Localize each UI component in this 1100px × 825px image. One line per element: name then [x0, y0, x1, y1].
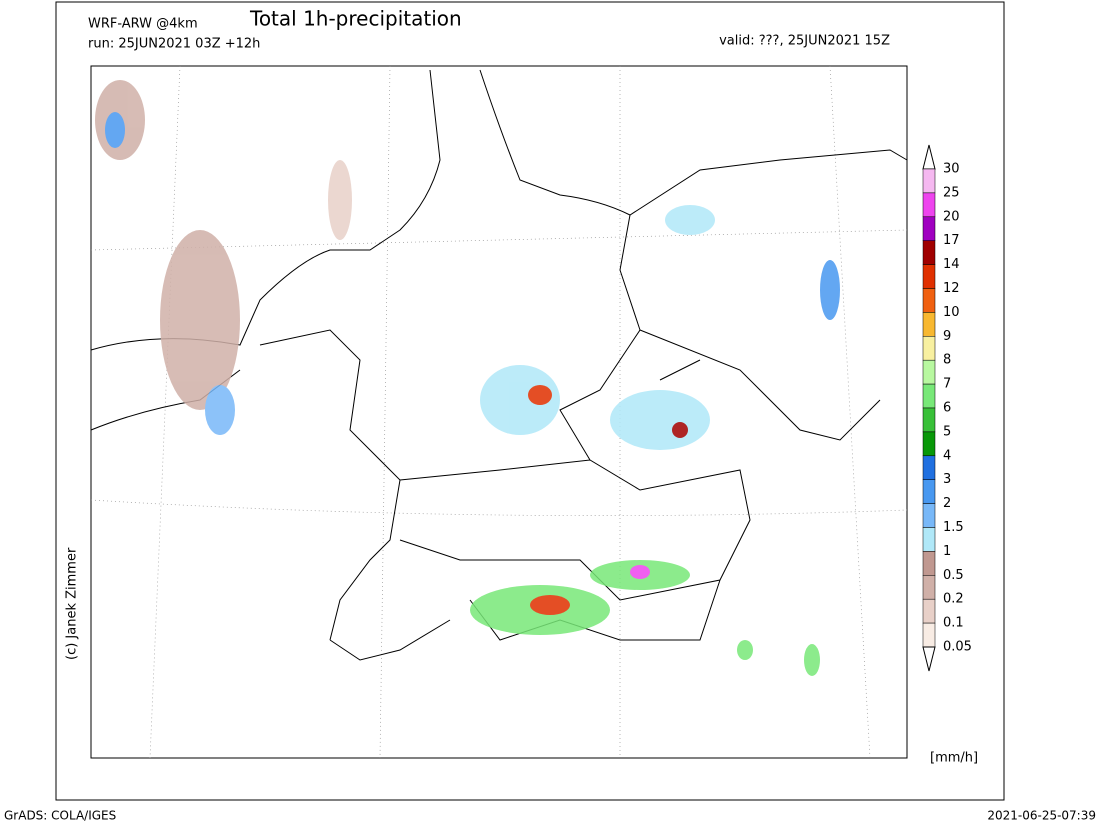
graticule [90, 65, 908, 759]
legend-swatch [922, 168, 936, 194]
legend-bottom-arrow [922, 646, 936, 672]
precipitation [95, 80, 840, 676]
legend: 30 25 20 17 14 12 10 9 8 7 6 5 4 3 2 1.5 1 0.5 0.2 0.1 0.05 [922, 144, 972, 672]
footer-left: GrADS: COLA/IGES [4, 809, 116, 823]
legend-label: 30 [943, 162, 960, 177]
legend-label: 4 [943, 448, 951, 463]
footer-right: 2021-06-25-07:39 [987, 809, 1096, 823]
legend-label: 1 [943, 544, 951, 559]
legend-label: 9 [943, 329, 951, 344]
legend-swatch [922, 264, 936, 289]
legend-swatch [922, 288, 936, 313]
run-label: run: 25JUN2021 03Z +12h [88, 37, 260, 52]
outer-frame [55, 1, 1005, 801]
legend-swatch [922, 407, 936, 433]
map-frame [90, 65, 908, 759]
legend-swatch [922, 312, 936, 337]
legend-swatch [922, 192, 936, 218]
map [90, 65, 908, 759]
legend-swatch [922, 479, 936, 504]
legend-swatch [922, 431, 936, 457]
legend-label: 0.2 [943, 592, 964, 607]
legend-label: 2 [943, 496, 951, 511]
model-label: WRF-ARW @4km [88, 17, 198, 32]
legend-swatch [922, 216, 936, 241]
legend-label: 1.5 [943, 520, 964, 535]
legend-label: 25 [943, 185, 960, 200]
legend-unit: [mm/h] [930, 751, 978, 766]
legend-label: 8 [943, 353, 951, 368]
legend-swatch [922, 551, 936, 576]
borders [259, 214, 881, 661]
legend-label: 5 [943, 424, 951, 439]
legend-label: 0.5 [943, 568, 964, 583]
legend-swatch [922, 240, 936, 265]
legend-label: 6 [943, 401, 951, 416]
credit: (c) Janek Zimmer [65, 547, 80, 660]
legend-label: 0.1 [943, 616, 964, 631]
legend-label: 3 [943, 472, 951, 487]
legend-label: 10 [943, 305, 960, 320]
legend-label: 12 [943, 281, 960, 296]
legend-swatch [922, 455, 936, 480]
legend-label: 14 [943, 257, 960, 272]
legend-swatch [922, 336, 936, 361]
legend-top-arrow [922, 144, 936, 170]
title: Total 1h-precipitation [249, 7, 462, 31]
legend-label: 17 [943, 233, 960, 248]
legend-label: 7 [943, 377, 951, 392]
legend-swatch [922, 503, 936, 528]
legend-swatch [922, 527, 936, 552]
legend-swatch [922, 622, 936, 648]
legend-swatch [922, 575, 936, 600]
legend-swatch [922, 598, 936, 624]
valid-label: valid: ???, 25JUN2021 15Z [719, 34, 890, 49]
legend-swatch [922, 383, 936, 409]
legend-label: 0.05 [943, 640, 972, 655]
legend-swatch [922, 359, 936, 385]
legend-label: 20 [943, 209, 960, 224]
